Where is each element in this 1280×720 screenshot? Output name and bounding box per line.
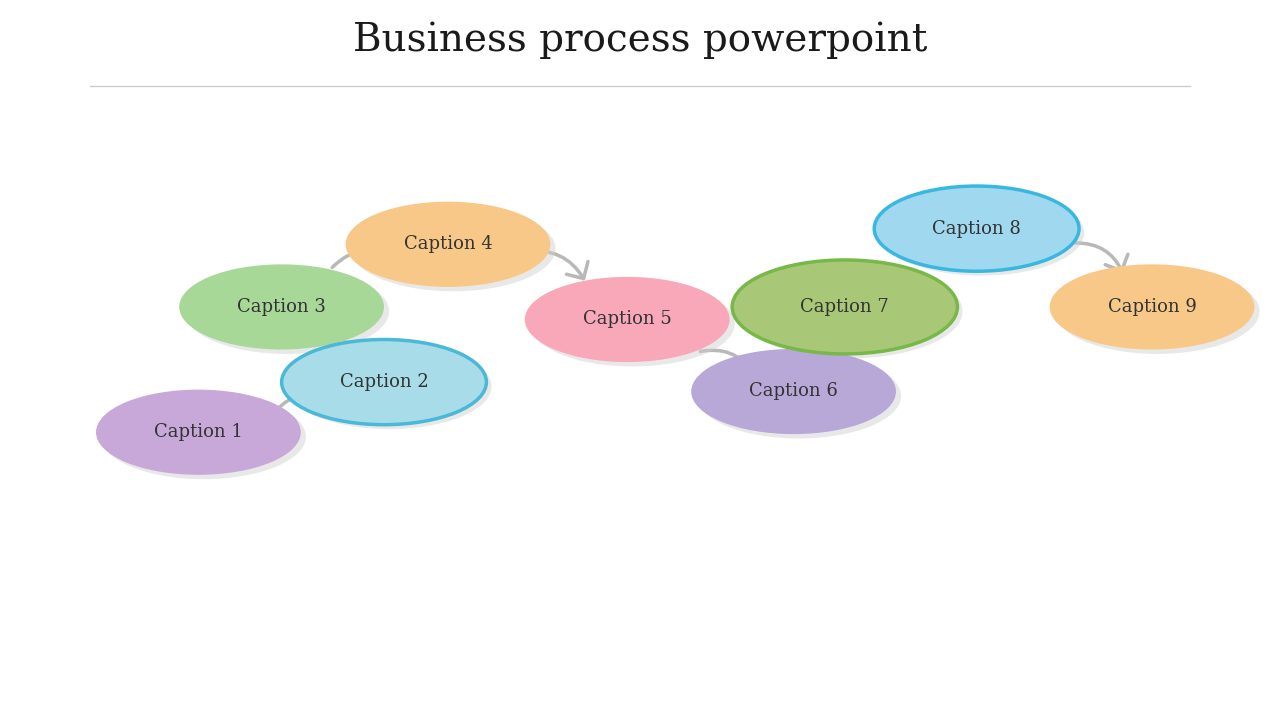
Text: Caption 1: Caption 1 xyxy=(154,423,243,441)
Ellipse shape xyxy=(282,340,486,425)
Text: Caption 3: Caption 3 xyxy=(237,298,326,316)
Text: Caption 6: Caption 6 xyxy=(749,382,838,400)
Text: Caption 9: Caption 9 xyxy=(1107,298,1197,316)
FancyArrowPatch shape xyxy=(270,379,328,418)
Ellipse shape xyxy=(96,390,301,474)
Ellipse shape xyxy=(179,264,384,349)
Ellipse shape xyxy=(1055,269,1260,354)
Ellipse shape xyxy=(530,282,735,366)
FancyArrowPatch shape xyxy=(319,315,347,343)
Ellipse shape xyxy=(691,349,896,434)
Text: This slide is an editable slide with all your needs. Adapt it with your needs an: This slide is an editable slide with all… xyxy=(106,648,1174,695)
Text: Caption 5: Caption 5 xyxy=(582,310,672,328)
Ellipse shape xyxy=(1050,264,1254,349)
Ellipse shape xyxy=(696,354,901,438)
Ellipse shape xyxy=(874,186,1079,271)
Ellipse shape xyxy=(525,277,730,362)
FancyArrowPatch shape xyxy=(818,333,833,356)
Ellipse shape xyxy=(101,394,306,480)
Text: Caption 8: Caption 8 xyxy=(932,220,1021,238)
FancyArrowPatch shape xyxy=(925,227,957,255)
Ellipse shape xyxy=(184,269,389,354)
Ellipse shape xyxy=(346,202,550,287)
Ellipse shape xyxy=(732,260,957,354)
Text: Caption 2: Caption 2 xyxy=(339,373,429,391)
Ellipse shape xyxy=(287,344,492,429)
Ellipse shape xyxy=(879,190,1084,276)
Text: Business process powerpoint: Business process powerpoint xyxy=(353,22,927,60)
Text: Caption 7: Caption 7 xyxy=(800,298,890,316)
FancyArrowPatch shape xyxy=(525,251,588,279)
Text: Caption 4: Caption 4 xyxy=(403,235,493,253)
Ellipse shape xyxy=(737,264,963,359)
FancyArrowPatch shape xyxy=(700,350,755,372)
FancyArrowPatch shape xyxy=(1075,243,1128,271)
Ellipse shape xyxy=(351,206,556,292)
FancyArrowPatch shape xyxy=(333,237,398,267)
